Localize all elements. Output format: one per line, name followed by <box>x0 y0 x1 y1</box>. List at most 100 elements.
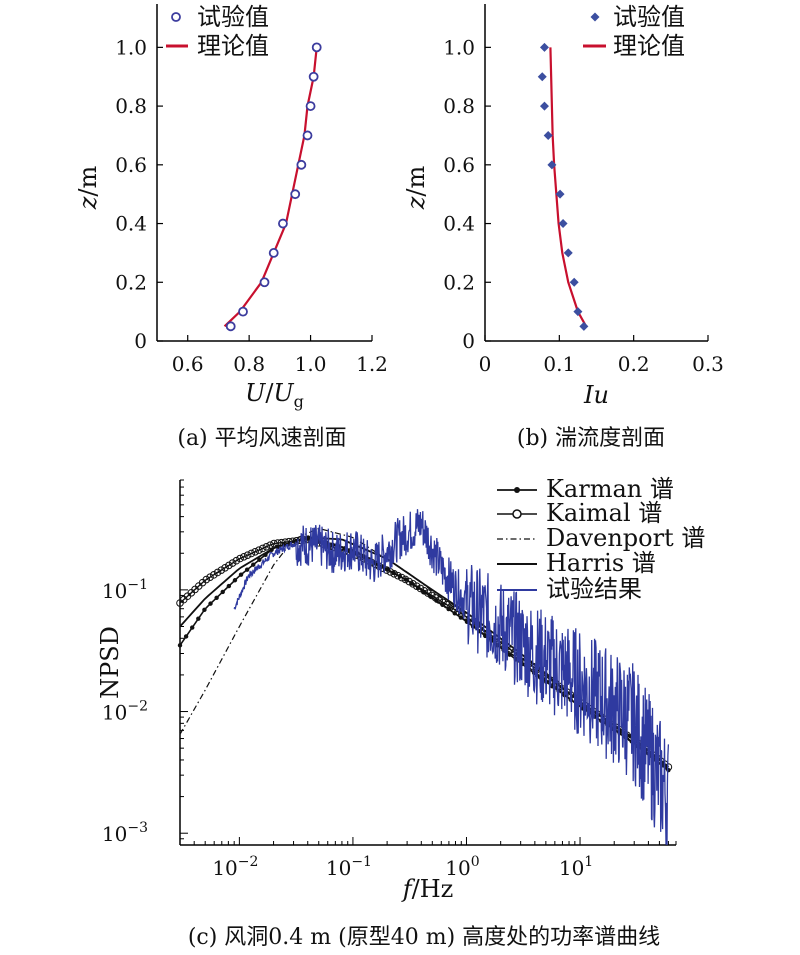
y-tick-label: 0.4 <box>115 212 147 236</box>
legend-marker-circle <box>171 12 181 22</box>
kaimal-marker <box>390 569 398 578</box>
panel-a: 0.6 0.8 1.0 1.2 0 0.2 0.4 0.6 0.8 1.0 z/m U/Ug 试验值理论… <box>74 3 388 451</box>
x-tick-label: 101 <box>559 854 593 880</box>
karman-marker <box>196 616 201 621</box>
y-tick-label: 1.0 <box>115 35 147 59</box>
legend-label: 试验结果 <box>546 575 642 603</box>
y-axis-title: z/m <box>402 166 430 211</box>
y-tick-label: 0.8 <box>443 94 475 118</box>
theory-line <box>549 47 588 327</box>
data-point-diamond <box>563 248 573 258</box>
data-point-circle <box>268 248 279 258</box>
x-tick-label: 0.2 <box>618 352 650 376</box>
kaimal-marker <box>210 571 218 579</box>
legend-label: Harris 谱 <box>546 549 656 577</box>
karman-marker <box>251 562 256 567</box>
legend-label: Kaimal 谱 <box>546 499 662 527</box>
kaimal-marker <box>427 591 436 600</box>
kaimal-marker <box>401 575 410 584</box>
kaimal-marker <box>420 586 428 595</box>
x-axis-title: U/Ug <box>245 379 304 411</box>
kaimal-marker <box>247 549 256 558</box>
y-tick-label: 0.2 <box>115 270 147 294</box>
karman-marker <box>220 589 225 595</box>
data-point-circle <box>305 101 316 111</box>
kaimal-marker <box>424 589 432 597</box>
kaimal-marker <box>228 559 237 567</box>
legend-label: 试验值 <box>613 3 685 31</box>
data-point-diamond <box>539 42 549 52</box>
kaimal-marker <box>435 596 444 604</box>
y-axis-title: z/m <box>74 166 102 211</box>
kaimal-marker <box>439 598 447 607</box>
data-point-diamond <box>543 130 553 140</box>
kaimal-marker <box>232 556 241 565</box>
data-point-circle <box>311 42 322 53</box>
x-tick-label: 10−1 <box>326 854 372 880</box>
y-tick-label: 0.2 <box>443 270 475 294</box>
kaimal-marker <box>382 566 391 574</box>
y-tick-label: 10−3 <box>102 820 148 846</box>
data-point-diamond <box>569 277 579 287</box>
kaimal-marker <box>258 544 267 553</box>
kaimal-marker <box>270 539 278 548</box>
y-tick-label: 0.4 <box>443 212 475 236</box>
kaimal-marker <box>266 541 274 549</box>
data-point-diamond <box>539 101 549 111</box>
kaimal-marker <box>225 561 233 570</box>
kaimal-marker <box>243 551 252 559</box>
legend-marker-kaimal <box>512 509 522 519</box>
experiment-line <box>233 509 670 846</box>
kaimal-marker <box>277 538 286 547</box>
kaimal-marker <box>442 600 451 609</box>
y-tick-label: 0 <box>134 329 147 353</box>
kaimal-marker <box>217 566 226 574</box>
caption: (c) 风洞0.4 m (原型40 m) 高度处的功率谱曲线 <box>188 925 660 950</box>
karman-marker <box>202 607 207 613</box>
y-tick-label: 0.8 <box>115 94 147 118</box>
x-axis-title: f/Hz <box>401 875 454 903</box>
panel-c: 10−2 10−1 100 101 10−1 10−2 10−3 NPSD f/Hz Karman… <box>96 475 705 950</box>
legend-marker-diamond <box>590 12 600 22</box>
kaimal-marker <box>405 577 413 586</box>
kaimal-marker <box>251 548 259 556</box>
karman-marker <box>232 578 238 583</box>
kaimal-marker <box>394 571 402 580</box>
karman-marker <box>208 601 213 606</box>
x-tick-label: 10−2 <box>212 854 258 880</box>
y-axis-title: NPSD <box>96 626 124 699</box>
kaimal-marker <box>273 539 282 547</box>
data-point-circle <box>308 71 319 82</box>
karman-marker <box>183 634 189 639</box>
x-tick-label: 0.3 <box>692 352 724 376</box>
data-point-diamond <box>555 189 565 199</box>
data-point-circle <box>290 189 301 200</box>
x-tick-label: 0.8 <box>233 352 265 376</box>
data-point-diamond <box>558 219 568 229</box>
data-point-circle <box>302 130 313 141</box>
legend-label: Karman 谱 <box>546 475 674 503</box>
y-tick-label: 10−2 <box>102 699 148 725</box>
caption: (a) 平均风速剖面 <box>177 426 346 451</box>
kaimal-marker <box>431 593 440 602</box>
legend-label: Davenport 谱 <box>546 524 705 552</box>
legend-label: 试验值 <box>197 3 269 31</box>
caption: (b) 湍流度剖面 <box>517 426 665 451</box>
legend-marker-karman <box>514 487 520 493</box>
x-tick-label: 100 <box>445 854 479 880</box>
y-tick-label: 0.6 <box>443 153 475 177</box>
karman-marker <box>214 595 219 600</box>
data-point-circle <box>238 306 248 317</box>
kaimal-marker <box>285 537 293 546</box>
kaimal-marker <box>202 575 211 584</box>
kaimal-marker <box>221 563 229 572</box>
x-tick-label: 1.0 <box>295 352 327 376</box>
karman-marker <box>177 643 183 648</box>
kaimal-marker <box>255 546 263 554</box>
kaimal-marker <box>206 573 214 581</box>
karman-marker <box>257 557 262 562</box>
legend-label: 理论值 <box>613 32 685 60</box>
